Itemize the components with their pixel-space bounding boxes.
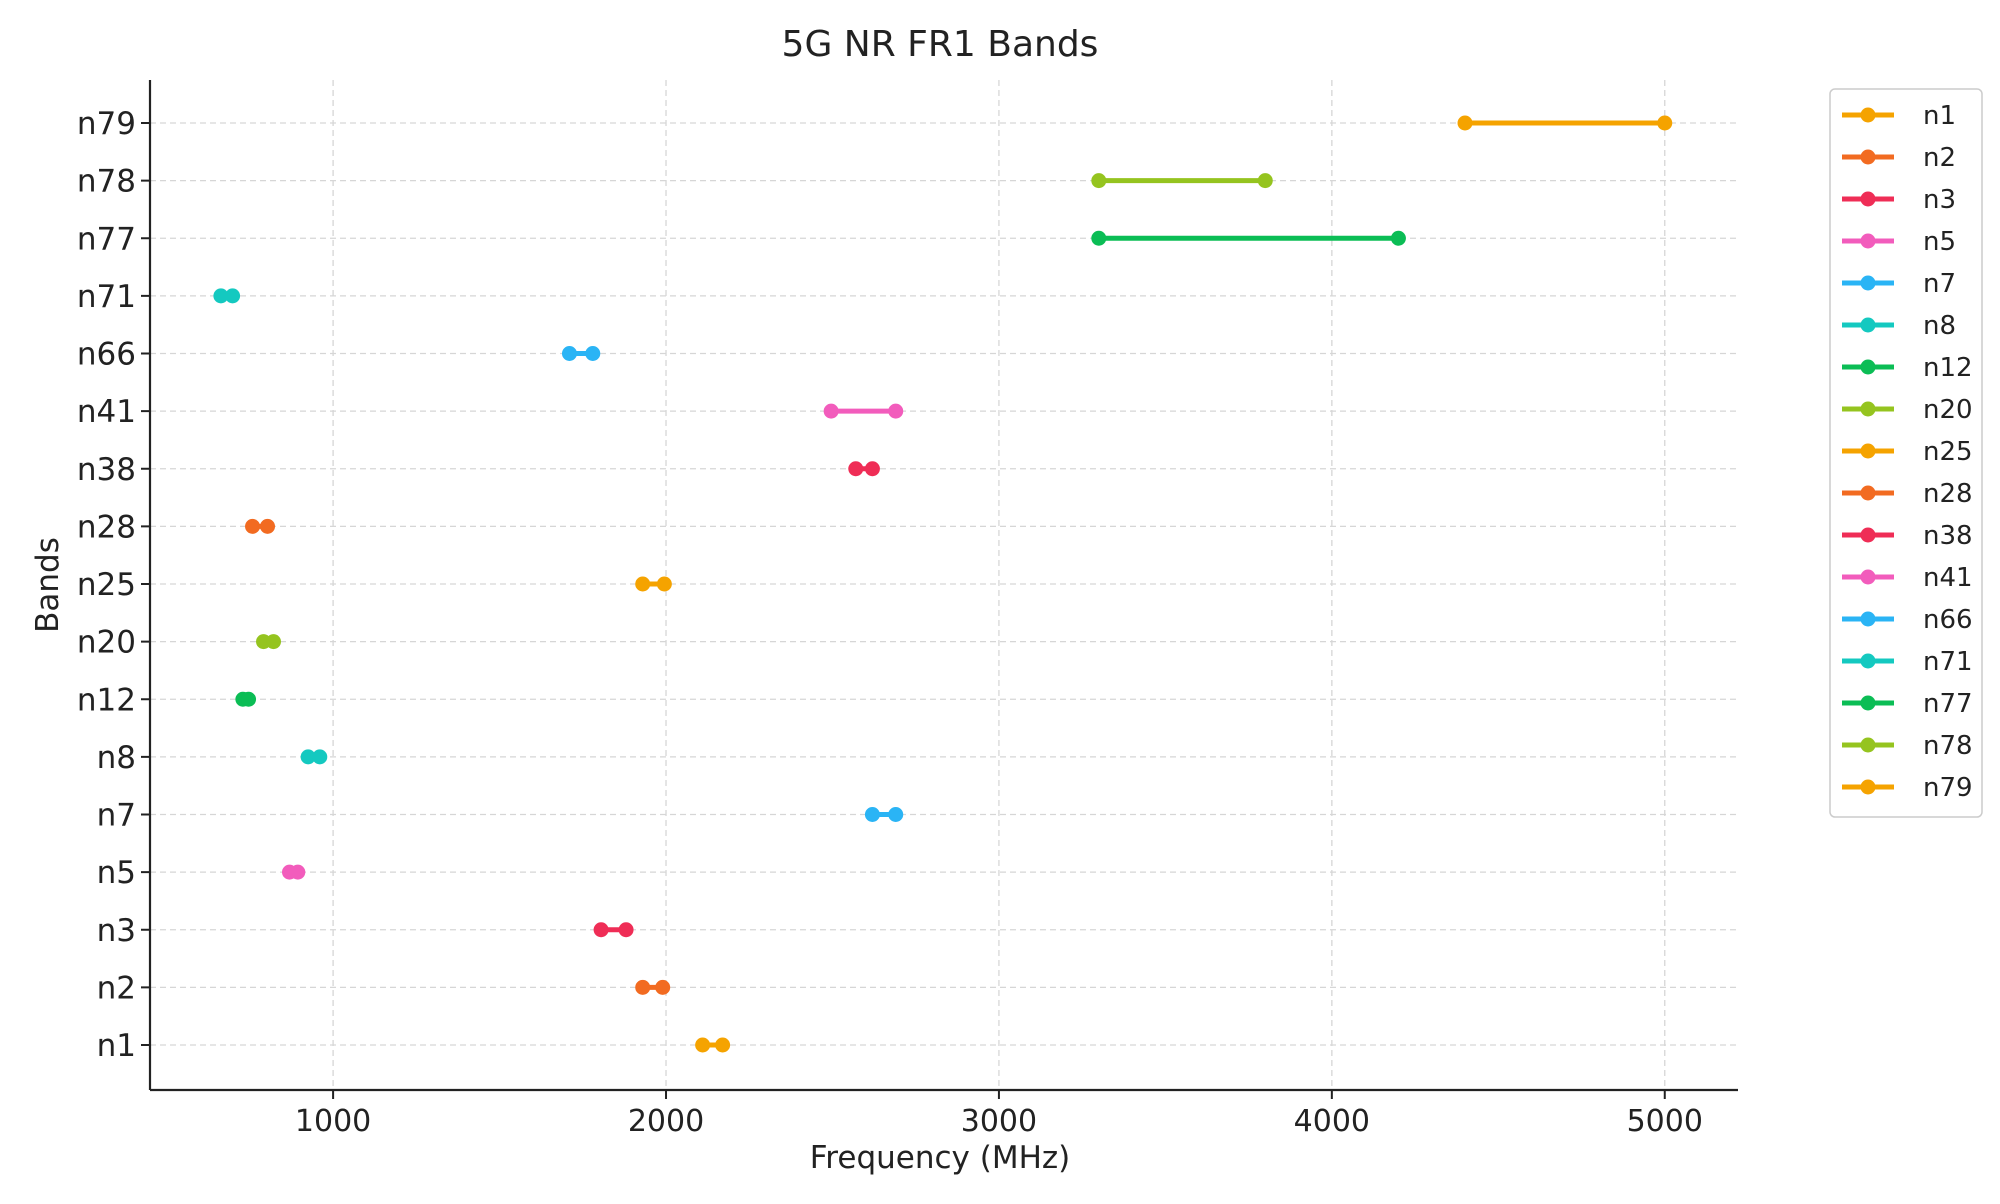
legend-entry-label: n8 bbox=[1923, 311, 1956, 341]
legend-entry-label: n3 bbox=[1923, 185, 1956, 215]
y-tick-label: n28 bbox=[77, 509, 136, 545]
y-tick-label: n38 bbox=[77, 452, 136, 488]
legend-swatch-marker bbox=[1860, 569, 1876, 585]
band-start-point-n8 bbox=[300, 749, 316, 765]
y-tick-label: n12 bbox=[77, 682, 136, 718]
y-tick-label: n7 bbox=[97, 798, 136, 834]
band-end-point-n41 bbox=[888, 403, 904, 419]
chart-title: 5G NR FR1 Bands bbox=[782, 24, 1099, 65]
legend-swatch-marker bbox=[1860, 695, 1876, 711]
legend-swatch-marker bbox=[1860, 359, 1876, 375]
band-end-point-n12 bbox=[241, 691, 257, 707]
legend-swatch-marker bbox=[1860, 149, 1876, 165]
grid bbox=[150, 80, 1738, 1090]
legend-swatch-marker bbox=[1860, 233, 1876, 249]
legend-entry-label: n28 bbox=[1923, 479, 1973, 509]
y-axis-label: Bands bbox=[30, 537, 66, 633]
band-start-point-n3 bbox=[593, 922, 609, 938]
band-end-point-n77 bbox=[1390, 230, 1406, 246]
legend-swatch-marker bbox=[1860, 191, 1876, 207]
y-tick-label: n8 bbox=[97, 740, 136, 776]
band-end-point-n20 bbox=[266, 634, 282, 650]
band-start-point-n7 bbox=[864, 807, 880, 822]
band-end-point-n38 bbox=[864, 461, 880, 477]
legend-swatch-marker bbox=[1860, 485, 1876, 501]
legend-swatch-marker bbox=[1860, 653, 1876, 669]
x-tick-label: 5000 bbox=[1627, 1104, 1703, 1139]
band-end-point-n79 bbox=[1657, 115, 1673, 131]
legend-swatch-marker bbox=[1860, 317, 1876, 333]
y-tick-label: n20 bbox=[77, 625, 136, 661]
band-start-point-n41 bbox=[823, 403, 839, 419]
y-tick-label: n5 bbox=[97, 855, 136, 891]
band-start-point-n2 bbox=[635, 979, 651, 995]
y-tick-label: n78 bbox=[77, 164, 136, 200]
legend-entry-label: n77 bbox=[1923, 689, 1973, 719]
band-start-point-n66 bbox=[561, 346, 577, 361]
x-tick-label: 4000 bbox=[1294, 1104, 1370, 1139]
legend-entry-label: n71 bbox=[1923, 647, 1973, 677]
band-start-point-n1 bbox=[695, 1037, 711, 1053]
band-start-point-n28 bbox=[245, 518, 261, 534]
band-start-point-n71 bbox=[213, 288, 229, 304]
band-start-point-n25 bbox=[635, 576, 651, 592]
legend-swatch-marker bbox=[1860, 737, 1876, 753]
legend-box bbox=[1829, 88, 1983, 818]
y-tick-label: n2 bbox=[97, 970, 136, 1006]
band-end-point-n1 bbox=[715, 1037, 731, 1053]
band-end-point-n5 bbox=[290, 864, 306, 880]
legend-entry-label: n41 bbox=[1923, 563, 1973, 593]
x-tick-label: 1000 bbox=[295, 1104, 371, 1139]
legend-entry-label: n7 bbox=[1923, 269, 1956, 299]
band-end-point-n3 bbox=[618, 922, 634, 938]
band-start-point-n78 bbox=[1091, 173, 1107, 189]
legend-entry-label: n2 bbox=[1923, 143, 1956, 173]
chart-labels: 5G NR FR1 Bands Frequency (MHz) Bands bbox=[30, 24, 1098, 1176]
legend-entry-label: n1 bbox=[1923, 101, 1956, 131]
legend-entry-label: n25 bbox=[1923, 437, 1973, 467]
y-tick-label: n1 bbox=[97, 1028, 136, 1064]
y-tick-label: n71 bbox=[77, 279, 136, 315]
y-tick-label: n66 bbox=[77, 337, 136, 373]
x-axis-label: Frequency (MHz) bbox=[810, 1140, 1071, 1176]
band-end-point-n2 bbox=[655, 979, 671, 995]
band-end-point-n66 bbox=[585, 346, 601, 361]
legend-swatch-marker bbox=[1860, 275, 1876, 291]
legend: n1 n2 n3 n5 n7 n8 n12 n20 n25 n28 n38 n41 n66 n71 n77 n… bbox=[1829, 88, 1983, 818]
band-start-point-n38 bbox=[848, 461, 864, 477]
band-end-point-n25 bbox=[656, 576, 672, 592]
legend-entry-label: n79 bbox=[1923, 773, 1973, 803]
legend-swatch-marker bbox=[1860, 611, 1876, 627]
x-tick-label: 3000 bbox=[961, 1104, 1037, 1139]
y-tick-label: n79 bbox=[77, 106, 136, 142]
legend-swatch-marker bbox=[1860, 107, 1876, 123]
legend-entry-label: n66 bbox=[1923, 605, 1973, 635]
legend-swatch-marker bbox=[1860, 443, 1876, 459]
band-end-point-n71 bbox=[225, 288, 241, 304]
axes: 1000 2000 3000 4000 5000 n1 n2 n3 n5 n7 n8 n12 n20 n2… bbox=[77, 80, 1738, 1139]
y-tick-label: n41 bbox=[77, 394, 136, 430]
legend-swatch-marker bbox=[1860, 527, 1876, 543]
legend-entry-label: n5 bbox=[1923, 227, 1956, 257]
legend-entry-label: n38 bbox=[1923, 521, 1973, 551]
legend-entry-label: n12 bbox=[1923, 353, 1973, 383]
legend-swatch-marker bbox=[1860, 779, 1876, 795]
y-tick-label: n77 bbox=[77, 221, 136, 257]
data-marks bbox=[213, 115, 1673, 1053]
band-end-point-n8 bbox=[312, 749, 328, 765]
band-end-point-n78 bbox=[1257, 173, 1273, 189]
y-tick-label: n25 bbox=[77, 567, 136, 603]
band-start-point-n79 bbox=[1457, 115, 1473, 131]
y-tick-label: n3 bbox=[97, 913, 136, 949]
legend-entry-label: n78 bbox=[1923, 731, 1973, 761]
x-tick-label: 2000 bbox=[628, 1104, 704, 1139]
legend-swatch-marker bbox=[1860, 401, 1876, 417]
band-start-point-n77 bbox=[1091, 230, 1107, 246]
band-end-point-n7 bbox=[888, 807, 904, 822]
legend-entry-label: n20 bbox=[1923, 395, 1973, 425]
band-end-point-n28 bbox=[260, 518, 276, 534]
